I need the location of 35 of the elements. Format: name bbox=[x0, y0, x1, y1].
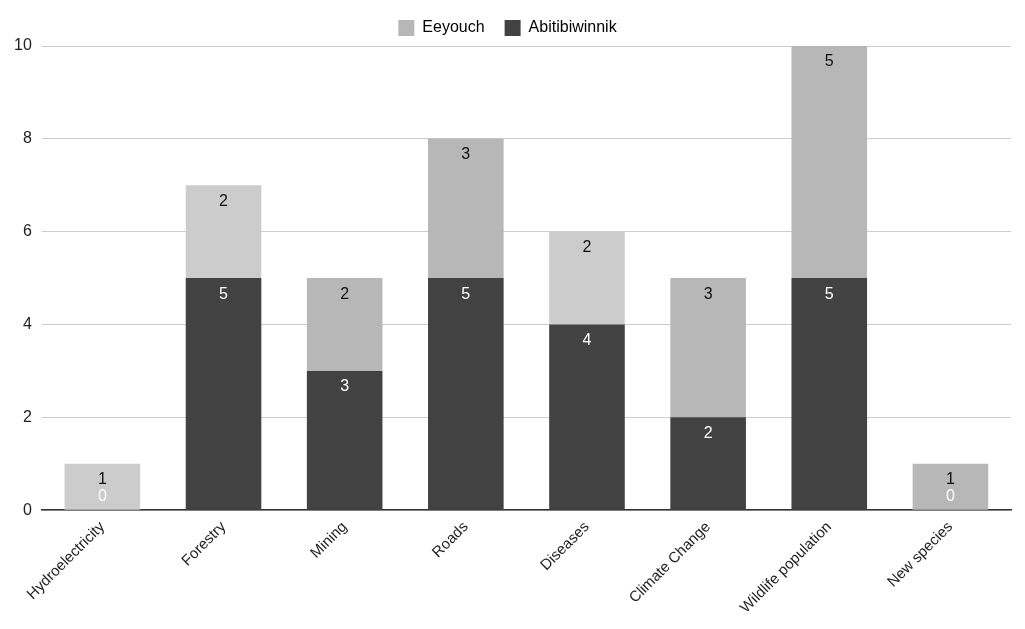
bar bbox=[185, 278, 262, 510]
data-label: 5 bbox=[824, 284, 834, 302]
data-label: 3 bbox=[340, 377, 350, 395]
y-tick-label: 8 bbox=[22, 129, 32, 147]
data-label: 5 bbox=[461, 284, 471, 302]
bar bbox=[549, 324, 625, 510]
data-label: 2 bbox=[340, 284, 350, 302]
data-label: 3 bbox=[461, 145, 471, 163]
data-label: 1 bbox=[97, 470, 107, 488]
y-tick-label: 4 bbox=[22, 314, 32, 332]
bar bbox=[428, 138, 504, 279]
bar bbox=[791, 278, 868, 510]
bar bbox=[306, 370, 383, 510]
bar bbox=[306, 278, 383, 371]
bar bbox=[670, 417, 746, 510]
bar bbox=[791, 46, 868, 279]
data-label: 0 bbox=[945, 486, 955, 504]
legend-label: Eeyouch bbox=[422, 18, 485, 36]
legend-label: Abitibiwinnik bbox=[528, 18, 618, 36]
data-label: 4 bbox=[582, 330, 592, 348]
data-label: 2 bbox=[219, 191, 229, 209]
y-tick-label: 6 bbox=[22, 222, 32, 240]
bar bbox=[428, 278, 504, 510]
data-label: 2 bbox=[582, 238, 592, 256]
y-tick-label: 10 bbox=[14, 36, 32, 54]
y-tick-label: 2 bbox=[22, 407, 32, 425]
bar bbox=[912, 463, 989, 510]
data-label: 5 bbox=[219, 284, 229, 302]
data-label: 2 bbox=[703, 423, 713, 441]
bar bbox=[64, 463, 141, 510]
bar bbox=[670, 278, 746, 418]
data-label: 1 bbox=[945, 470, 955, 488]
data-label: 3 bbox=[703, 284, 713, 302]
data-label: 5 bbox=[824, 52, 834, 70]
y-tick-label: 0 bbox=[22, 500, 32, 518]
